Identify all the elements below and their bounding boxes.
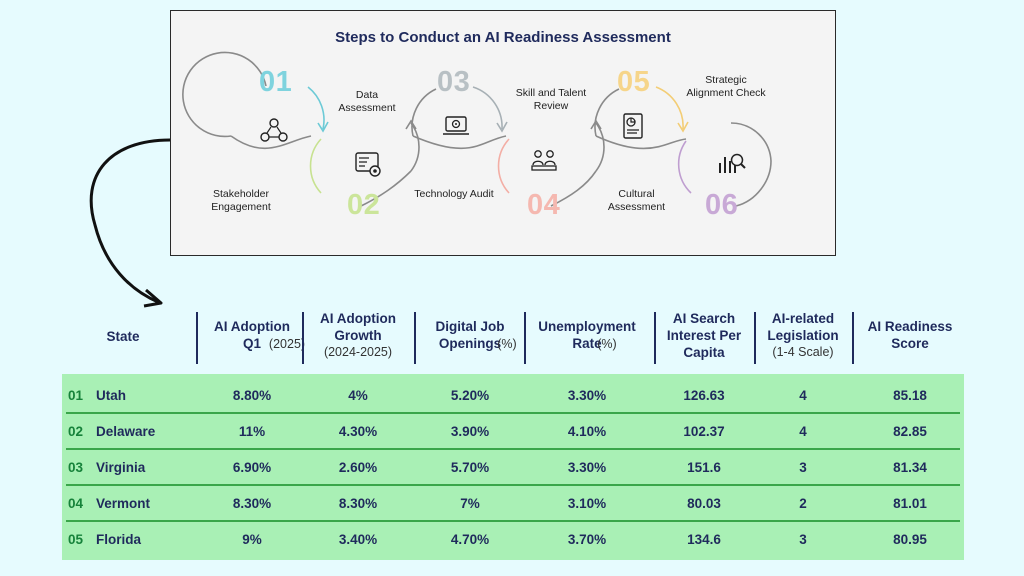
- header-unemployment-rate-sub: (%): [597, 337, 617, 351]
- table-body: 01 Utah 8.80% 4% 5.20% 3.30% 126.63 4 85…: [62, 374, 964, 560]
- step-number-01: 01: [259, 66, 293, 98]
- table-row: 01 Utah 8.80% 4% 5.20% 3.30% 126.63 4 85…: [68, 388, 927, 403]
- table-row: 05 Florida 9% 3.40% 4.70% 3.70% 134.6 3 …: [68, 532, 927, 547]
- header-divider: [414, 312, 416, 364]
- steps-title: Steps to Conduct an AI Readiness Assessm…: [335, 29, 671, 46]
- header-ai-adoption-q1: AI Adoption Q1: [214, 319, 290, 351]
- header-ai-search-interest: AI Search Interest Per Capita: [666, 311, 742, 360]
- header-ai-readiness-score: AI Readiness Score: [867, 319, 953, 351]
- report-chart-icon: [623, 113, 643, 139]
- header-ai-adoption-growth: AI Adoption Growth (2024-2025): [320, 311, 396, 359]
- table-row: 02 Delaware 11% 4.30% 3.90% 4.10% 102.37…: [68, 424, 927, 439]
- step-number-03: 03: [437, 66, 471, 98]
- header-ai-adoption-q1-sub: (2025): [268, 337, 306, 351]
- row-divider: [66, 412, 960, 414]
- steps-card: Steps to Conduct an AI Readiness Assessm…: [170, 10, 836, 256]
- step-number-02: 02: [347, 189, 381, 221]
- header-divider: [302, 312, 304, 364]
- step-label-04: Skill and Talent Review: [515, 87, 587, 112]
- step-number-05: 05: [617, 66, 651, 98]
- header-state: State: [106, 329, 140, 344]
- row-divider: [66, 520, 960, 522]
- header-divider: [524, 312, 526, 364]
- header-ai-related-legislation: AI-related Legislation (1-4 Scale): [767, 311, 839, 359]
- data-dashboard-icon: [355, 152, 381, 177]
- steps-wave-path: [182, 51, 772, 207]
- step-label-03: Technology Audit: [414, 188, 494, 200]
- table-row: 03 Virginia 6.90% 2.60% 5.70% 3.30% 151.…: [68, 460, 927, 475]
- header-divider: [654, 312, 656, 364]
- people-network-icon: [260, 118, 288, 142]
- step-number-06: 06: [705, 189, 739, 221]
- laptop-gear-icon: [443, 116, 469, 135]
- step-label-01: Stakeholder Engagement: [211, 188, 271, 213]
- header-digital-job-openings-sub: (%): [497, 337, 517, 351]
- team-meeting-icon: [531, 150, 557, 171]
- row-divider: [66, 448, 960, 450]
- readiness-table: State AI Adoption Q1 (2025) AI Adoption …: [62, 306, 966, 560]
- header-divider: [754, 312, 756, 364]
- table-row: 04 Vermont 8.30% 8.30% 7% 3.10% 80.03 2 …: [68, 496, 927, 511]
- step-label-02: Data Assessment: [338, 89, 396, 114]
- header-divider: [852, 312, 854, 364]
- step-number-04: 04: [527, 189, 561, 221]
- header-unemployment-rate: Unemployment Rate: [538, 319, 636, 351]
- header-divider: [196, 312, 198, 364]
- table-header: State AI Adoption Q1 (2025) AI Adoption …: [62, 306, 966, 366]
- header-digital-job-openings: Digital Job Openings: [435, 319, 505, 351]
- step-label-06: Strategic Alignment Check: [686, 74, 766, 99]
- analytics-magnifier-icon: [719, 153, 746, 173]
- step-label-05: Cultural Assessment: [607, 188, 666, 213]
- row-divider: [66, 484, 960, 486]
